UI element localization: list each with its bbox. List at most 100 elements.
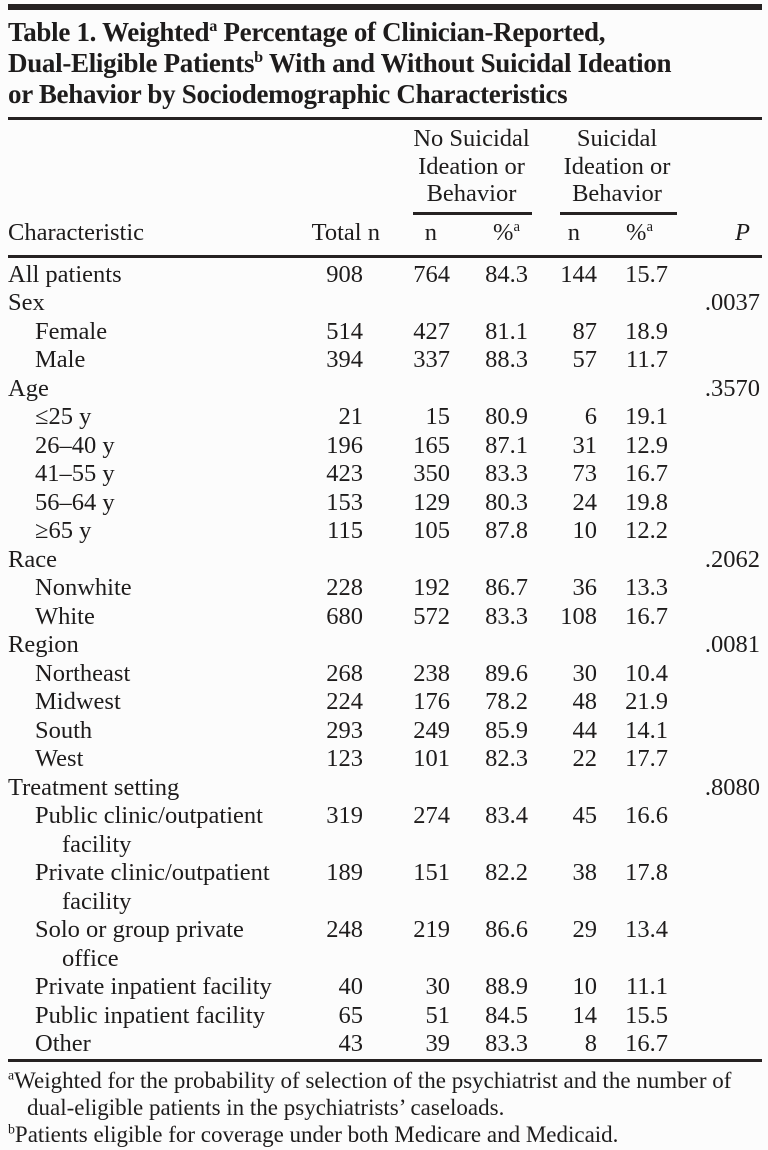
row-label: White — [35, 602, 95, 630]
row-label: Private clinic/outpatient facility — [35, 859, 270, 915]
title-line: or Behavior by Sociodemographic Characte… — [8, 79, 762, 110]
table-row: Sex .0037 — [8, 289, 762, 318]
cell-no-sib-n: 176 — [413, 688, 450, 715]
footnote-rule — [8, 1058, 762, 1062]
group1-line: Ideation or — [418, 152, 525, 180]
group2-line: Ideation or — [563, 152, 671, 180]
cell-p-value: .8080 — [704, 773, 760, 801]
cell-total-n: 153 — [326, 488, 363, 516]
row-label: Nonwhite — [35, 574, 132, 601]
group2-underline — [560, 211, 677, 215]
cell-p-value — [669, 745, 762, 774]
cell-sib-pct: 13.3 — [625, 574, 668, 601]
cell-no-sib-n — [386, 546, 453, 575]
cell-total-n — [298, 546, 386, 575]
cell-no-sib-pct: 86.7 — [485, 574, 528, 601]
cell-sib-n: 31 — [572, 431, 598, 459]
cell-p-value: .2062 — [704, 545, 760, 573]
col-header-total-n: Total n — [298, 214, 386, 258]
cell-p-value — [669, 1030, 762, 1059]
cell-sib-n: 38 — [572, 859, 598, 886]
cell-sib-n: 10 — [572, 517, 598, 544]
cell-total-n: 268 — [326, 659, 363, 687]
cell-no-sib-pct: 83.3 — [485, 460, 528, 487]
table-row: White 680 572 83.3 108 16.7 — [8, 603, 762, 632]
cell-sib-n: 144 — [560, 260, 597, 288]
footnote: bPatients eligible for coverage under bo… — [8, 1121, 762, 1148]
col-header-n-sib: n — [531, 214, 599, 258]
cell-sib-n: 29 — [572, 916, 598, 943]
cell-sib-pct: 11.1 — [626, 973, 668, 1000]
cell-no-sib-pct: 86.6 — [485, 916, 528, 943]
title-text: Percentage of Clinician-Reported, — [217, 17, 606, 47]
table-row: 41–55 y 423 350 83.3 73 16.7 — [8, 460, 762, 489]
row-label: Age — [8, 374, 49, 402]
cell-sib-n: 48 — [572, 688, 598, 715]
cell-sib-n — [531, 546, 599, 575]
row-label: Female — [35, 317, 108, 345]
table-row: Nonwhite 228 192 86.7 36 13.3 — [8, 574, 762, 603]
row-label: 41–55 y — [35, 460, 115, 487]
cell-p-value — [669, 346, 762, 375]
footnote-marker: b — [8, 1120, 15, 1136]
cell-no-sib-pct — [453, 546, 531, 575]
cell-total-n: 123 — [326, 745, 363, 772]
cell-no-sib-n: 427 — [413, 317, 450, 345]
row-label: Solo or group private office — [35, 916, 244, 972]
title-rule — [8, 117, 762, 120]
cell-sib-n: 22 — [572, 745, 598, 772]
cell-no-sib-pct: 83.3 — [485, 1030, 528, 1057]
row-label: South — [35, 716, 93, 744]
cell-no-sib-pct: 83.4 — [485, 802, 528, 829]
table-row: Other 43 39 83.3 8 16.7 — [8, 1030, 762, 1059]
cell-total-n: 224 — [326, 688, 363, 715]
pct-symbol: % — [493, 218, 514, 246]
table-row: Private inpatient facility 40 30 88.9 10 11.1 — [8, 973, 762, 1002]
cell-p-value: .0081 — [704, 631, 760, 658]
cell-no-sib-n: 151 — [413, 859, 450, 886]
col-header-characteristic: Characteristic — [8, 214, 298, 258]
cell-no-sib-n: 105 — [413, 517, 450, 544]
cell-total-n: 189 — [326, 859, 363, 886]
group1-underline — [413, 211, 532, 215]
cell-sib-pct: 14.1 — [625, 716, 668, 744]
cell-no-sib-pct — [453, 631, 531, 660]
footnote-marker: a — [8, 1066, 15, 1082]
cell-sib-n: 30 — [572, 659, 598, 687]
pct-footnote-marker: a — [646, 218, 653, 235]
cell-sib-pct: 21.9 — [625, 688, 668, 715]
cell-sib-pct: 15.5 — [625, 1001, 668, 1029]
table-row: Region .0081 — [8, 631, 762, 660]
col-header-n-no-sib: n — [386, 214, 453, 258]
row-label: Male — [35, 346, 86, 373]
cell-sib-n: 108 — [560, 602, 597, 630]
col-header-pct-sib: %a — [599, 214, 669, 258]
cell-p-value — [669, 802, 762, 859]
cell-sib-n — [531, 375, 599, 404]
cell-no-sib-n: 274 — [413, 802, 450, 829]
title-footnote-marker: b — [254, 48, 263, 66]
cell-sib-pct: 19.8 — [625, 488, 668, 516]
cell-no-sib-pct — [453, 774, 531, 803]
cell-total-n: 196 — [326, 431, 363, 459]
row-label: ≤25 y — [35, 403, 92, 430]
cell-no-sib-pct: 81.1 — [485, 317, 528, 345]
cell-sib-pct: 19.1 — [625, 403, 668, 430]
row-label: All patients — [8, 260, 122, 288]
cell-p-value: .3570 — [704, 374, 760, 402]
cell-total-n: 115 — [327, 517, 363, 544]
cell-sib-pct — [599, 546, 669, 575]
table-title: Table 1. Weighteda Percentage of Clinici… — [8, 10, 762, 117]
row-label: Public inpatient facility — [35, 1001, 265, 1029]
cell-total-n: 908 — [326, 260, 363, 288]
cell-sib-n: 87 — [572, 317, 598, 345]
cell-no-sib-pct — [453, 375, 531, 404]
col-group-suicidal: Suicidal Ideation or Behavior — [531, 120, 677, 215]
table-row: Midwest 224 176 78.2 48 21.9 — [8, 688, 762, 717]
cell-no-sib-pct: 80.9 — [485, 403, 528, 430]
cell-sib-n: 44 — [572, 716, 598, 744]
cell-no-sib-pct: 80.3 — [485, 488, 528, 516]
title-line: Table 1. Weighteda Percentage of Clinici… — [8, 17, 762, 48]
cell-no-sib-n: 350 — [413, 460, 450, 487]
cell-no-sib-n: 238 — [413, 659, 450, 687]
